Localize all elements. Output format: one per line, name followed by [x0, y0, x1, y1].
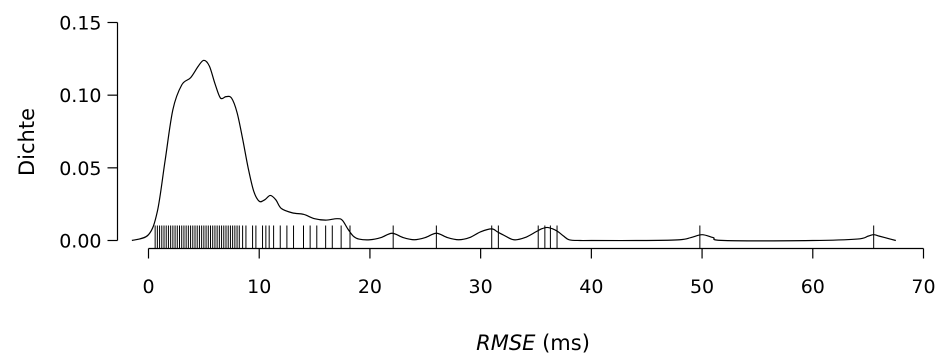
x-axis-title: RMSE (ms) [476, 331, 590, 355]
x-tick-label: 40 [579, 276, 603, 298]
y-tick-label: 0.00 [59, 231, 101, 253]
y-tick-label: 0.10 [59, 85, 101, 107]
x-tick-label: 0 [142, 276, 154, 298]
x-axis-title-unit: (ms) [535, 331, 589, 355]
x-tick-label: 70 [911, 276, 935, 298]
x-tick-label: 10 [247, 276, 271, 298]
y-tick-label: 0.05 [59, 158, 101, 180]
y-axis-title: Dichte [15, 108, 39, 176]
x-tick-label: 20 [358, 276, 382, 298]
x-tick-label: 60 [801, 276, 825, 298]
x-axis-title-variable: RMSE [476, 331, 536, 355]
x-tick-label: 30 [469, 276, 493, 298]
y-tick-label: 0.15 [59, 13, 101, 35]
y-axis: 0.00 0.05 0.10 0.15 [59, 13, 119, 253]
x-axis: 0 10 20 30 40 50 60 70 [142, 247, 936, 298]
density-curve [131, 59, 896, 242]
x-tick-label: 50 [690, 276, 714, 298]
plot-area [131, 59, 896, 249]
